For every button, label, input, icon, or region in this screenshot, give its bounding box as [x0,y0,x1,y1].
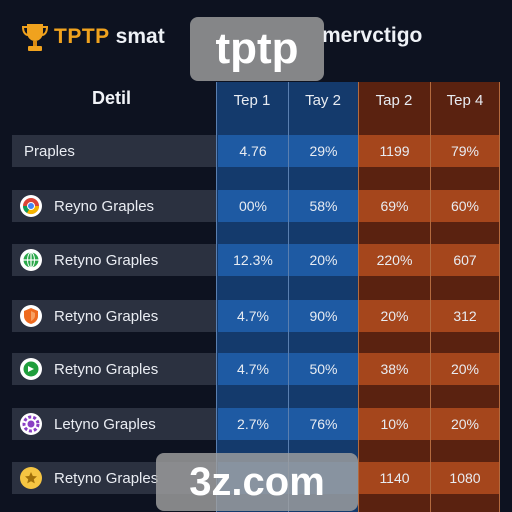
column-header-2[interactable]: Tay 2 [305,91,341,109]
column-header-1[interactable]: Tep 1 [233,91,271,109]
table-cell: 1080 [431,462,499,494]
watermark-bottom: 3z.com [156,453,358,511]
chrome-icon [20,195,42,217]
column-header-3[interactable]: Tap 2 [375,91,413,109]
table-corner-label: Detil [92,88,132,108]
row-name: Reyno Graples [54,197,155,215]
page-header: TPTP smat [22,22,165,52]
table-cell: 4.7% [218,300,288,332]
row-name: Retyno Graples [54,360,159,378]
table-cell: 607 [431,244,499,276]
column-divider [430,82,431,512]
table-cell: 00% [218,190,288,222]
table-cell: 20% [431,353,499,385]
watermark-top: tptp [190,17,324,81]
green-globe-icon [20,249,42,271]
table-cell: 4.7% [218,353,288,385]
table-cell: 60% [431,190,499,222]
table-cell: 12.3% [218,244,288,276]
table-row[interactable] [12,408,216,440]
header-title-part: smat [115,25,165,48]
column-divider [288,82,289,512]
table-cell: 20% [289,244,358,276]
table-cell: 58% [289,190,358,222]
column-divider [216,82,217,512]
table-cell: 220% [359,244,430,276]
table-cell: 50% [289,353,358,385]
table-cell: 4.76 [218,135,288,167]
table-cell: 20% [431,408,499,440]
table-cell: 1199 [359,135,430,167]
row-name: Retyno Graples [54,469,159,487]
header-title-tail: mervctigo [322,24,423,47]
table-cell: 2.7% [218,408,288,440]
table-row[interactable] [12,190,216,222]
trophy-icon [22,22,48,52]
table-cell: 1140 [359,462,430,494]
table-cell: 312 [431,300,499,332]
row-name: Letyno Graples [54,415,156,433]
row-name: Praples [24,142,75,160]
table-row[interactable] [12,135,216,167]
table-cell: 38% [359,353,430,385]
table-cell: 79% [431,135,499,167]
table-cell: 10% [359,408,430,440]
table-cell: 69% [359,190,430,222]
yellow-star-icon [20,467,42,489]
column-divider [358,82,359,512]
row-name: Retyno Graples [54,251,159,269]
green-circle-icon [20,358,42,380]
column-header-4[interactable]: Tep 4 [446,91,484,109]
column-divider [499,82,500,512]
table-row[interactable] [12,353,216,385]
table-row[interactable] [12,244,216,276]
table-row[interactable] [12,300,216,332]
table-cell: 20% [359,300,430,332]
table-cell: 29% [289,135,358,167]
orange-shield-icon [20,305,42,327]
row-name: Retyno Graples [54,307,159,325]
table-cell: 76% [289,408,358,440]
purple-gear-icon [20,413,42,435]
table-cell: 90% [289,300,358,332]
brand-name: TPTP [54,25,110,48]
